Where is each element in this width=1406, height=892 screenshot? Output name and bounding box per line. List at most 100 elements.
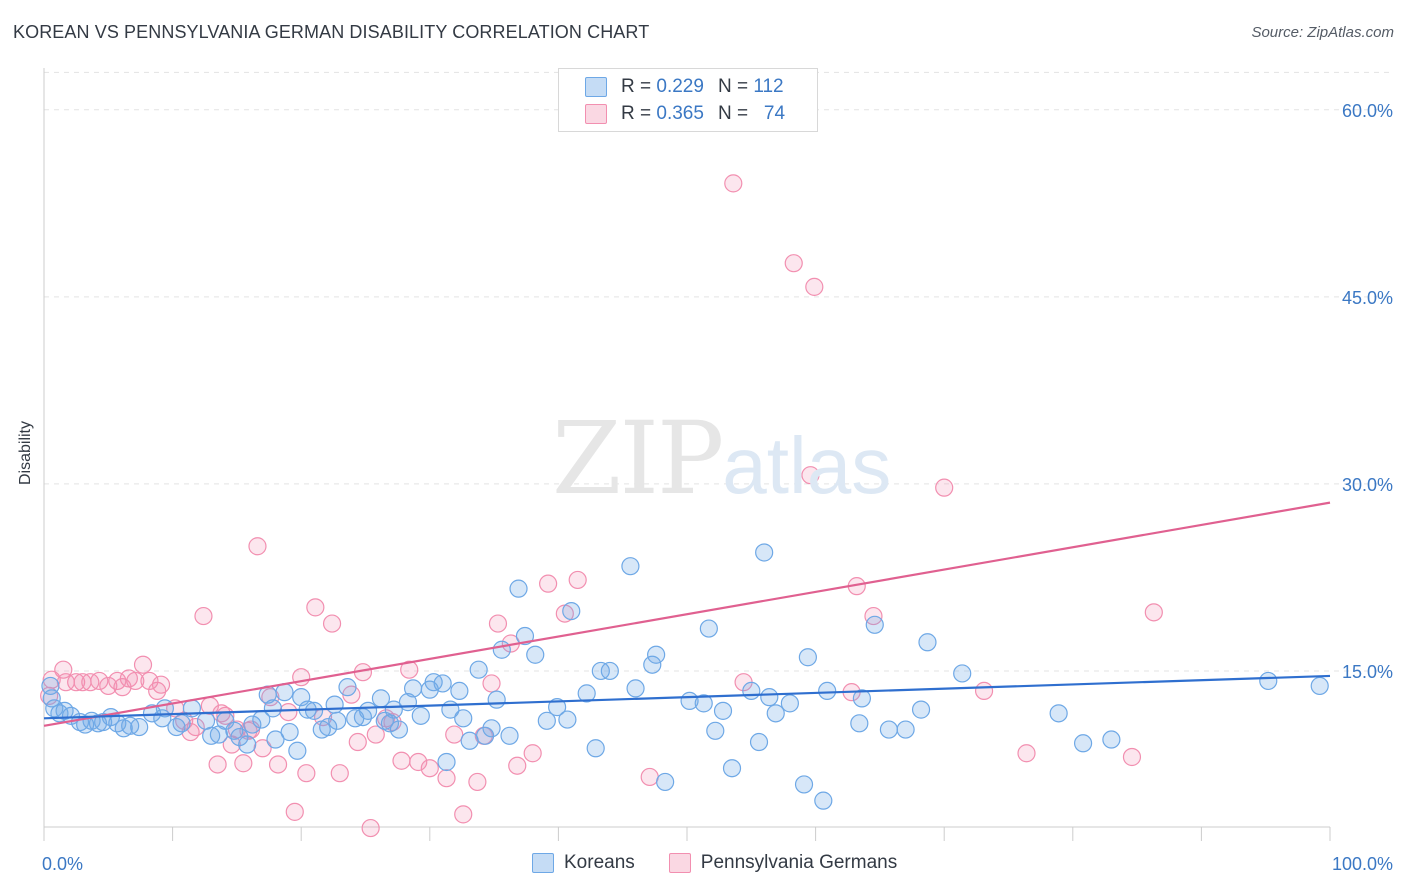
pa-germans-point [279,703,298,722]
n-value: 112 [753,76,784,97]
trend-lines [43,501,1331,727]
koreans-point [656,772,675,792]
koreans-point [266,730,285,749]
pa-germans-swatch [585,104,607,124]
pa-germans-point [437,769,456,788]
koreans-point [230,727,249,747]
r-value: 0.365 [656,103,704,124]
pa-germans-point [42,670,61,689]
pa-germans-point [1144,603,1163,622]
koreans-point [384,700,403,719]
n-label: N = [717,76,749,97]
koreans-point [694,694,713,713]
koreans-point [780,694,799,713]
koreans-trend-line [43,674,1331,720]
koreans-point [643,655,662,674]
koreans-points [41,543,1329,810]
koreans-point [492,640,511,659]
koreans-point [380,714,400,733]
koreans-point [319,717,338,737]
koreans-point [304,701,324,720]
pa-germans-point [468,772,487,792]
legend-item-pa-germans: Pennsylvania Germans [668,852,897,874]
watermark: ZIPatlas [552,400,891,517]
x-tick-label: 100.0% [1332,854,1393,874]
koreans-point [749,732,769,752]
koreans-point [172,714,191,733]
koreans-point [818,681,837,701]
pa-germans-point [523,744,542,763]
pa-germans-point [234,754,253,773]
koreans-point [755,543,774,562]
pa-germans-point [306,598,325,617]
koreans-point [850,714,869,733]
x-tick-label: 0.0% [42,854,83,874]
pa-germans-point [140,671,159,691]
koreans-point [433,674,452,693]
koreans-point [469,660,488,679]
pa-germans-point [126,671,145,691]
pa-germans-point [99,676,118,696]
pa-germans-point [784,254,803,273]
chart-title: KOREAN VS PENNSYLVANIA GERMAN DISABILITY… [13,22,650,42]
koreans-point [482,719,501,738]
pa-germans-point [508,756,527,775]
r-label: R = [621,76,652,97]
pa-germans-point [151,675,171,694]
pa-germans-point [568,570,587,590]
stats-legend-koreans: R = 0.229 N = 112 [585,75,784,99]
koreans-point [437,752,456,772]
koreans-point [1102,730,1121,749]
koreans-point [1049,704,1068,723]
koreans-point [238,735,257,754]
y-tick-label: 60.0% [1342,101,1393,121]
pa-germans-point [392,751,411,770]
pa-germans-point [268,755,288,774]
gridlines [44,71,1394,672]
y-tick-label: 45.0% [1342,288,1393,308]
legend-label-koreans: Koreans [564,852,635,873]
pa-germans-point [805,277,824,296]
pa-germans-point [208,755,227,774]
r-value: 0.229 [656,76,704,97]
koreans-point [537,711,556,730]
koreans-point [328,711,347,730]
koreans-point [798,648,817,667]
koreans-point [243,715,262,734]
koreans-point [911,700,931,719]
pa-germans-point [640,767,659,787]
koreans-point [713,701,733,720]
r-label: R = [621,103,652,124]
koreans-point [814,791,833,810]
koreans-point [562,601,581,621]
pa-germans-trend-line [43,501,1331,727]
koreans-point [263,699,283,718]
koreans-point [288,741,307,760]
koreans-point [403,679,423,698]
pa-germans-point [454,805,473,824]
pa-germans-point [67,673,86,692]
pa-germans-point [253,739,272,758]
stats-legend: R = 0.229 N = 112 R = 0.365 N = 74 [558,68,818,132]
pa-germans-point [935,478,954,497]
pa-germans-point [724,174,743,193]
pa-germans-point [330,764,349,783]
koreans-swatch [532,853,554,873]
pa-germans-point [366,725,385,744]
watermark-zip: ZIP [552,400,724,517]
koreans-point [1073,734,1093,753]
n-label: N = [717,103,749,124]
pa-germans-point [361,818,380,838]
n-value: 74 [763,103,786,124]
koreans-point [879,720,899,739]
koreans-point [130,717,149,737]
pa-germans-point [348,732,367,752]
koreans-point [460,731,479,750]
tick-labels: 15.0% 30.0% 45.0% 60.0% 0.0% 100.0% [42,101,1393,874]
pa-germans-point [1017,744,1036,763]
koreans-point [852,689,871,708]
pa-germans-point [974,681,994,701]
pa-germans-point [400,660,419,679]
koreans-point [1310,676,1329,696]
